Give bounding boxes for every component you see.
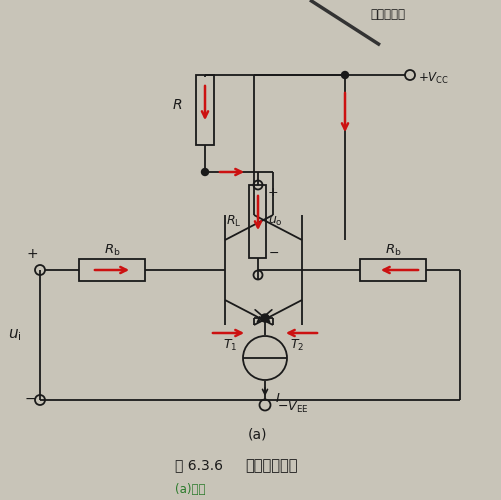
Circle shape [201,168,208,175]
Circle shape [342,72,349,78]
Text: +: + [268,186,279,200]
Text: $I$: $I$ [275,392,281,406]
Text: $u_{\rm i}$: $u_{\rm i}$ [9,327,22,343]
Text: $u_{\rm o}$: $u_{\rm o}$ [268,215,283,228]
Text: $-$: $-$ [268,246,279,258]
Text: $R_{\rm L}$: $R_{\rm L}$ [226,214,242,229]
Text: $+V_{\rm CC}$: $+V_{\rm CC}$ [418,70,449,86]
Text: 双端输入单端: 双端输入单端 [245,458,298,473]
Text: +: + [26,247,38,261]
Text: $-V_{\rm EE}$: $-V_{\rm EE}$ [277,400,309,414]
Text: $R$: $R$ [172,98,182,112]
Text: (a)电路: (a)电路 [175,483,205,496]
Bar [196,75,214,145]
Bar [79,259,145,281]
Text: $R_{\rm b}$: $R_{\rm b}$ [385,242,401,258]
Text: $T_1$: $T_1$ [223,338,237,353]
Text: 市将来电极: 市将来电极 [370,8,405,21]
Text: $T_2$: $T_2$ [290,338,304,353]
Text: 图 6.3.6: 图 6.3.6 [175,458,223,472]
Text: $-$: $-$ [24,391,36,405]
Circle shape [261,314,269,322]
Bar [360,259,426,281]
Text: (a): (a) [248,428,268,442]
Bar [249,185,267,258]
Text: $R_{\rm b}$: $R_{\rm b}$ [104,242,120,258]
